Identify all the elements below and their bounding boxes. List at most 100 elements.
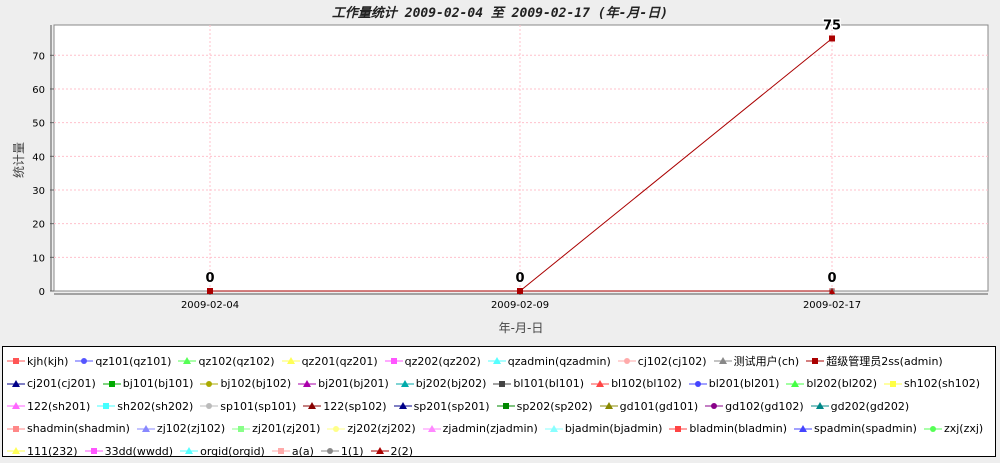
- legend-swatch-icon: [200, 380, 219, 387]
- legend-label: zj201(zj201): [252, 422, 321, 436]
- legend-label: 2(2): [390, 444, 414, 458]
- legend-item: 测试用户(ch): [713, 353, 800, 369]
- legend-item: spadmin(spadmin): [794, 422, 917, 435]
- legend-label: qz202(qz202): [404, 354, 481, 368]
- legend-label: bj201(bj201): [318, 377, 389, 391]
- legend-label: 111(232): [27, 444, 78, 458]
- x-tick-label: 2009-02-09: [491, 300, 549, 311]
- y-tick-label: 50: [32, 119, 45, 130]
- legend-swatch-icon: [7, 358, 25, 365]
- legend-label: qz201(qz201): [301, 354, 378, 368]
- legend-item: qz102(qz102): [178, 355, 275, 368]
- data-point: [207, 288, 213, 294]
- legend-item: sh102(sh102): [884, 377, 980, 390]
- legend-item: bl202(bl202): [786, 377, 877, 390]
- legend-item: qz201(qz201): [281, 354, 378, 368]
- legend-label: sp202(sp202): [516, 399, 593, 413]
- legend-item: cj201(cj201): [7, 377, 96, 390]
- data-label: 0: [205, 271, 214, 286]
- legend-swatch-icon: [75, 358, 94, 365]
- legend-swatch-icon: [395, 379, 414, 387]
- legend-row: shadmin(shadmin) zj102(zj102) zj201(zj201)…: [7, 418, 991, 441]
- legend-item: zjadmin(zjadmin): [422, 422, 538, 435]
- legend-item: 111(232): [7, 445, 78, 458]
- legend-swatch-icon: [200, 403, 219, 410]
- legend-item: qzadmin(qzadmin): [487, 354, 611, 368]
- legend-item: 122(sh201): [7, 400, 90, 413]
- legend-swatch-icon: [713, 357, 732, 365]
- legend-item: 122(sp102): [303, 400, 387, 413]
- legend-label: bl201(bl201): [708, 377, 780, 391]
- legend-label: 33dd(wwdd): [104, 444, 174, 458]
- legend-row: 122(sh201) sh202(sh202) sp101(sp101) 122(sp…: [7, 395, 991, 418]
- legend-swatch-icon: [281, 357, 300, 365]
- y-tick-label: 70: [32, 51, 45, 62]
- plot-background: [53, 24, 989, 292]
- legend-swatch-icon: [232, 425, 251, 432]
- legend-swatch-icon: [705, 403, 724, 410]
- legend-swatch-icon: [102, 380, 121, 387]
- legend-label: 测试用户(ch): [733, 355, 800, 369]
- legend-label: spadmin(spadmin): [814, 422, 917, 436]
- legend-label: sh102(sh102): [904, 377, 981, 391]
- legend-swatch-icon: [669, 425, 688, 432]
- legend-label: bj102(bj102): [220, 377, 292, 391]
- legend-label: gd102(gd102): [725, 399, 804, 413]
- legend-item: 超级管理员2ss(admin): [806, 353, 943, 369]
- legend-row: cj201(cj201) bj101(bj101) bj102(bj102) bj20…: [7, 373, 991, 396]
- legend-label: gd101(gd101): [619, 399, 699, 413]
- legend-item: zj102(zj102): [136, 422, 226, 436]
- y-tick-label: 30: [32, 186, 45, 197]
- legend-label: a(a): [291, 444, 314, 458]
- legend-swatch-icon: [493, 380, 512, 387]
- legend-item: gd102(gd102): [705, 400, 804, 413]
- legend-swatch-icon: [806, 358, 825, 365]
- legend-item: sp201(sp201): [393, 399, 490, 413]
- legend-item: 1(1): [320, 444, 364, 458]
- legend-label: qz101(qz101): [95, 354, 172, 368]
- legend-swatch-icon: [320, 448, 339, 455]
- legend-swatch-icon: [599, 402, 618, 410]
- legend-swatch-icon: [7, 425, 25, 432]
- data-point: [829, 288, 835, 294]
- legend-swatch-icon: [794, 424, 812, 432]
- legend-swatch-icon: [688, 380, 707, 387]
- legend-label: bjadmin(bjadmin): [564, 422, 663, 436]
- legend-item: 2(2): [370, 444, 414, 458]
- legend-swatch-icon: [180, 447, 199, 455]
- legend-item: bl201(bl201): [688, 377, 780, 391]
- legend-swatch-icon: [370, 447, 389, 455]
- legend-label: zj102(zj102): [156, 422, 226, 436]
- legend-item: sh202(sh202): [97, 400, 193, 413]
- legend-label: bladmin(bladmin): [689, 422, 787, 436]
- legend-item: qz202(qz202): [384, 354, 481, 368]
- legend-label: sh202(sh202): [117, 399, 194, 413]
- legend-swatch-icon: [422, 424, 441, 432]
- legend-label: orgid(orgid): [200, 444, 265, 458]
- legend-item: bj101(bj101): [102, 377, 194, 391]
- y-tick-label: 0: [39, 287, 45, 298]
- legend-label: sp201(sp201): [413, 399, 490, 413]
- legend-swatch-icon: [178, 357, 197, 365]
- legend-swatch-icon: [7, 402, 25, 410]
- y-axis-label: 统计量: [12, 142, 26, 178]
- legend-label: bj101(bj101): [122, 377, 194, 391]
- x-axis-label: 年-月-日: [499, 321, 544, 335]
- legend-label: qzadmin(qzadmin): [507, 354, 611, 368]
- legend-swatch-icon: [303, 402, 322, 410]
- data-label: 0: [515, 271, 524, 286]
- legend-label: zxj(zxj): [943, 422, 984, 436]
- y-tick-label: 60: [32, 85, 45, 96]
- legend-item: sp101(sp101): [200, 400, 296, 413]
- legend-swatch-icon: [97, 403, 116, 410]
- legend-label: bj202(bj202): [415, 377, 487, 391]
- legend-swatch-icon: [393, 402, 412, 410]
- y-tick-label: 10: [32, 253, 45, 264]
- legend-item: 33dd(wwdd): [84, 444, 174, 458]
- legend-item: a(a): [271, 444, 314, 458]
- x-tick-label: 2009-02-17: [803, 300, 861, 311]
- legend-label: cj201(cj201): [27, 377, 96, 391]
- legend-label: shadmin(shadmin): [27, 422, 130, 436]
- legend-label: 超级管理员2ss(admin): [826, 355, 943, 369]
- legend-label: 1(1): [340, 444, 364, 458]
